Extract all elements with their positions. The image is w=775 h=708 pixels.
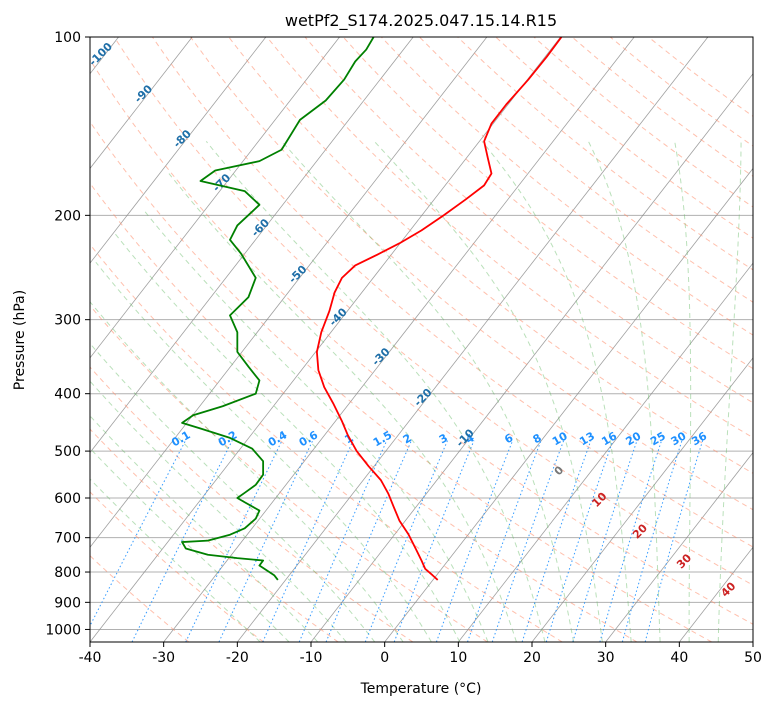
chart-title: wetPf2_S174.2025.047.15.14.R15 [285,11,557,31]
moist-adiabat-line [90,478,261,642]
dry-adiabat-line [304,37,753,404]
dry-adiabat-line [90,120,712,642]
dry-adiabat-line [90,366,414,642]
x-tick-label: -20 [226,650,249,666]
plot-frame [89,36,754,643]
mixing-ratio-line [491,440,565,642]
dry-adiabat-line [228,37,753,474]
temperature-profile-line [315,37,563,581]
y-tick-label: 700 [54,531,81,547]
isotherm-line [605,451,753,642]
x-tick-label: 40 [670,650,688,666]
moist-adiabat-line [114,233,461,642]
isotherm-line [237,37,709,642]
dry-adiabat-line [90,182,638,642]
x-tick-label: 10 [449,650,467,666]
isotherm-line [90,37,193,170]
mixing-ratio-line [644,440,704,642]
isotherm-line [384,167,753,642]
moist-adiabat-line [373,140,603,642]
dry-adiabat-line [380,37,753,336]
dry-adiabat-line [90,243,563,642]
moist-adiabat-line [90,301,404,642]
y-tick-label: 800 [54,565,81,581]
dry-adiabat-line [190,37,753,511]
mixing-ratio-line [298,440,388,642]
x-tick-label: 0 [380,650,389,666]
y-tick-label: 300 [54,313,81,329]
isotherm-line [90,37,267,264]
moist-adiabat-line [95,261,432,642]
x-axis-label: Temperature (°C) [360,681,482,697]
moist-adiabat-line [90,415,319,642]
mixing-ratio-line [262,440,354,642]
mixing-ratio-line [435,440,514,642]
isotherm-line [531,357,753,642]
moist-adiabat-line [142,208,489,642]
axis-ticks: -40 -30 -20 -10 0 10 20 30 40 50 100 200 300 400 500 60… [45,30,762,666]
y-tick-label: 600 [54,491,81,507]
x-tick-label: 30 [597,650,615,666]
y-axis-label: Pressure (hPa) [12,290,28,390]
x-tick-label: -10 [300,650,323,666]
mixing-ratio-line [621,440,683,642]
mixing-ratio-line [467,440,542,642]
moist-adiabat-line [90,342,376,642]
moist-adiabat-line [168,173,517,642]
moist-adiabat-line [717,141,742,642]
x-tick-label: -30 [152,650,175,666]
mixing-ratio-line [325,440,412,642]
dry-adiabat-line [90,304,488,642]
isotherm-line [458,262,753,642]
isotherm-line [90,37,561,642]
moist-adiabat-line [481,141,632,642]
isotherm-line [310,73,753,642]
y-tick-label: 200 [54,208,81,224]
y-tick-label: 100 [54,30,81,46]
y-tick-label: 500 [54,444,81,460]
mixing-ratio-line [599,440,663,642]
dry-adiabat-line [419,37,753,303]
isotherm-line [90,37,340,359]
moist-adiabat-line [674,141,692,642]
x-tick-label: -40 [79,650,102,666]
dry-adiabat-line [90,428,339,642]
mixing-ratio-line [572,440,638,642]
x-tick-label: 20 [523,650,541,666]
moist-adiabat-line [587,141,661,642]
y-tick-label: 1000 [45,622,81,638]
moist-adiabat-line [281,140,575,642]
x-tick-label: 50 [744,650,762,666]
dry-adiabat-line [90,58,753,625]
plot-area: 0.1 0.2 0.4 0.6 1 1.5 2 3 4 6 8 10 13 16 20 25 30 36-100-… [90,37,753,642]
moist-adiabat-line [205,141,546,642]
dry-adiabat-line [90,555,190,642]
y-tick-label: 900 [54,595,81,611]
y-tick-label: 400 [54,387,81,403]
dry-adiabat-line [113,37,753,586]
mixing-ratio-line [131,440,233,642]
dry-adiabat-line [151,37,753,548]
dewpoint-profile-line [181,37,375,581]
isotherm-line [90,37,414,454]
isotherm-line [90,37,488,548]
isotherm-line [163,37,635,642]
